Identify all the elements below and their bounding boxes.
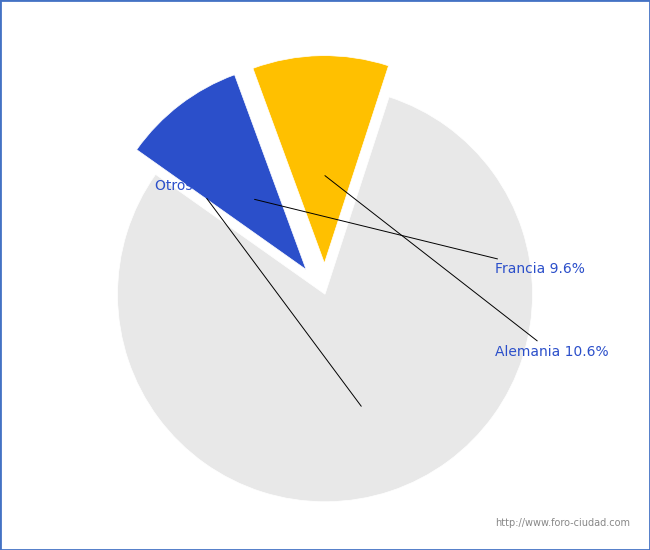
Text: Campo Real - Turistas extranjeros según país - Abril de 2024: Campo Real - Turistas extranjeros según … bbox=[94, 25, 556, 41]
Wedge shape bbox=[253, 56, 389, 263]
Text: Otros 79.8%: Otros 79.8% bbox=[155, 179, 361, 406]
Wedge shape bbox=[118, 97, 532, 502]
Text: http://www.foro-ciudad.com: http://www.foro-ciudad.com bbox=[495, 518, 630, 528]
Wedge shape bbox=[136, 75, 306, 270]
Text: Alemania 10.6%: Alemania 10.6% bbox=[325, 175, 609, 359]
Text: Francia 9.6%: Francia 9.6% bbox=[255, 199, 585, 276]
